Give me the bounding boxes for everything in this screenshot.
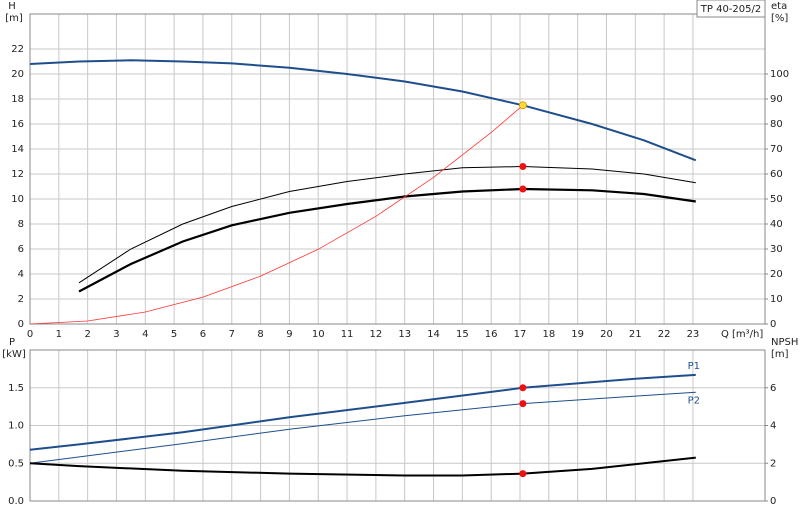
y-axis-label: H bbox=[8, 1, 16, 12]
y2-axis-unit: [m] bbox=[771, 349, 789, 360]
x-tick-label: 11 bbox=[341, 329, 354, 340]
x-tick-label: 0 bbox=[27, 329, 33, 340]
y2-tick-label: 80 bbox=[770, 119, 783, 130]
x-tick-label: 2 bbox=[84, 329, 90, 340]
y-tick-label: 1.0 bbox=[8, 421, 24, 432]
operating-point bbox=[519, 384, 527, 392]
y2-tick-label: 30 bbox=[770, 244, 783, 255]
series-label: P2 bbox=[688, 395, 700, 406]
y-tick-label: 6 bbox=[18, 244, 24, 255]
plot-frame bbox=[29, 349, 766, 502]
series-line bbox=[78, 165, 696, 284]
x-tick-label: 19 bbox=[571, 329, 584, 340]
x-tick-label: 13 bbox=[398, 329, 411, 340]
y2-tick-label: 6 bbox=[770, 383, 776, 394]
y-tick-label: 0.5 bbox=[8, 458, 24, 469]
plot-area bbox=[30, 14, 765, 324]
y-tick-label: 16 bbox=[11, 119, 24, 130]
y-tick-label: 1.5 bbox=[8, 383, 24, 394]
series-line bbox=[29, 456, 696, 477]
x-tick-label: 22 bbox=[658, 329, 671, 340]
y2-tick-label: 70 bbox=[770, 144, 783, 155]
y-axis-unit: [kW] bbox=[2, 349, 26, 360]
x-tick-label: 12 bbox=[370, 329, 383, 340]
x-tick-label: 9 bbox=[286, 329, 292, 340]
x-tick-label: 14 bbox=[427, 329, 440, 340]
x-tick-label: 6 bbox=[200, 329, 206, 340]
y2-tick-label: 50 bbox=[770, 194, 783, 205]
y2-axis-unit: [%] bbox=[771, 13, 788, 24]
y2-tick-label: 4 bbox=[770, 421, 776, 432]
x-tick-label: 3 bbox=[113, 329, 119, 340]
operating-point bbox=[519, 163, 527, 170]
y2-tick-label: 20 bbox=[770, 269, 783, 280]
y-tick-label: 0.0 bbox=[8, 496, 24, 507]
y-tick-label: 4 bbox=[18, 269, 24, 280]
y-tick-label: 0 bbox=[18, 319, 24, 330]
x-tick-label: 1 bbox=[56, 329, 62, 340]
y2-tick-label: 2 bbox=[770, 458, 776, 469]
x-tick-label: 20 bbox=[600, 329, 613, 340]
series-line bbox=[29, 373, 696, 451]
y2-tick-label: 60 bbox=[770, 169, 783, 180]
y2-tick-label: 0 bbox=[770, 319, 776, 330]
y2-tick-label: 10 bbox=[770, 294, 783, 305]
operating-point bbox=[519, 185, 527, 193]
x-tick-label: 15 bbox=[456, 329, 469, 340]
operating-point bbox=[518, 101, 527, 110]
y-tick-label: 8 bbox=[18, 219, 24, 230]
series-line bbox=[29, 391, 696, 464]
y-axis-label: P bbox=[9, 337, 15, 348]
x-tick-label: 8 bbox=[257, 329, 263, 340]
x-tick-label: 7 bbox=[229, 329, 235, 340]
y-tick-label: 20 bbox=[11, 69, 24, 80]
y-axis-unit: [m] bbox=[5, 13, 23, 24]
x-tick-label: 10 bbox=[312, 329, 325, 340]
y2-tick-label: 100 bbox=[770, 69, 789, 80]
x-tick-label: 5 bbox=[171, 329, 177, 340]
title-box bbox=[696, 0, 766, 18]
y2-tick-label: 90 bbox=[770, 94, 783, 105]
y-tick-label: 22 bbox=[11, 44, 24, 55]
y2-tick-label: 0 bbox=[770, 496, 776, 507]
y-tick-label: 2 bbox=[18, 294, 24, 305]
operating-point bbox=[519, 470, 527, 478]
x-tick-label: 18 bbox=[542, 329, 555, 340]
y2-axis-label: eta bbox=[771, 1, 787, 12]
x-tick-label: 21 bbox=[629, 329, 642, 340]
series-label: P1 bbox=[688, 361, 700, 372]
y-tick-label: 18 bbox=[11, 94, 24, 105]
series-line bbox=[78, 187, 696, 293]
x-tick-label: 4 bbox=[142, 329, 148, 340]
y2-axis-label: NPSH bbox=[771, 337, 798, 348]
x-tick-label: 17 bbox=[514, 329, 527, 340]
series-line bbox=[29, 59, 697, 162]
y-tick-label: 14 bbox=[11, 144, 24, 155]
operating-point bbox=[519, 400, 527, 408]
series-line bbox=[29, 104, 524, 325]
x-tick-label: 16 bbox=[485, 329, 498, 340]
chart-title: TP 40-205/2 bbox=[700, 4, 761, 15]
y2-tick-label: 40 bbox=[770, 219, 783, 230]
x-axis-label: Q [m³/h] bbox=[721, 329, 763, 340]
x-tick-label: 23 bbox=[687, 329, 700, 340]
y-tick-label: 10 bbox=[11, 194, 24, 205]
y-tick-label: 12 bbox=[11, 169, 24, 180]
plot-frame bbox=[29, 13, 766, 325]
